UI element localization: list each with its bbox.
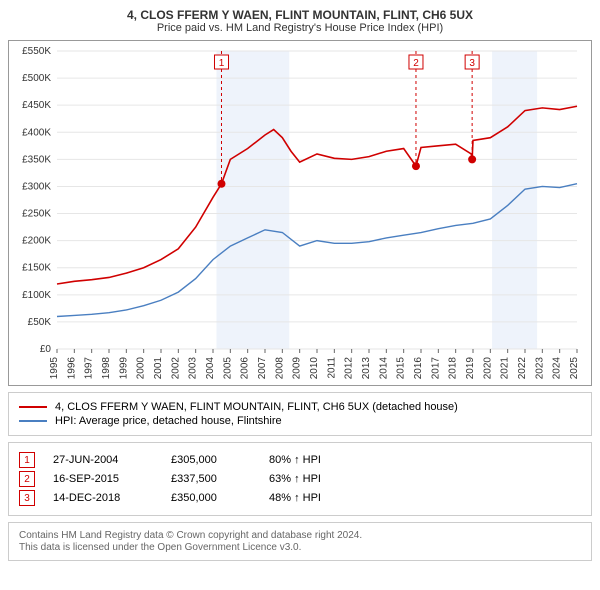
sale-marker: 3 — [19, 490, 35, 506]
svg-text:2024: 2024 — [552, 357, 563, 380]
legend: 4, CLOS FFERM Y WAEN, FLINT MOUNTAIN, FL… — [8, 392, 592, 436]
svg-text:2025: 2025 — [569, 357, 580, 380]
svg-text:2009: 2009 — [292, 357, 303, 380]
svg-text:£200K: £200K — [22, 236, 51, 247]
legend-swatch — [19, 406, 47, 408]
sale-pct: 48% ↑ HPI — [269, 492, 349, 504]
legend-label: 4, CLOS FFERM Y WAEN, FLINT MOUNTAIN, FL… — [55, 401, 458, 413]
sale-row: 2 16-SEP-2015 £337,500 63% ↑ HPI — [19, 471, 581, 487]
svg-text:2005: 2005 — [222, 357, 233, 380]
svg-text:2: 2 — [413, 58, 419, 69]
svg-text:2007: 2007 — [257, 357, 268, 380]
svg-text:2012: 2012 — [344, 357, 355, 380]
svg-text:£100K: £100K — [22, 290, 51, 301]
svg-text:2015: 2015 — [396, 357, 407, 380]
svg-text:£250K: £250K — [22, 209, 51, 220]
svg-text:2021: 2021 — [500, 357, 511, 380]
svg-text:2002: 2002 — [170, 357, 181, 380]
svg-text:2018: 2018 — [448, 357, 459, 380]
svg-text:2006: 2006 — [240, 357, 251, 380]
legend-item: 4, CLOS FFERM Y WAEN, FLINT MOUNTAIN, FL… — [19, 401, 581, 413]
svg-text:£550K: £550K — [22, 46, 51, 57]
sale-date: 27-JUN-2004 — [53, 454, 153, 466]
legend-label: HPI: Average price, detached house, Flin… — [55, 415, 282, 427]
svg-text:3: 3 — [469, 58, 475, 69]
sale-row: 1 27-JUN-2004 £305,000 80% ↑ HPI — [19, 452, 581, 468]
svg-text:2016: 2016 — [413, 357, 424, 380]
line-chart: £0 £50K £100K £150K £200K £250K £300K £350K £400… — [9, 41, 593, 387]
svg-text:£0: £0 — [40, 344, 52, 355]
sale-marker: 1 — [19, 452, 35, 468]
svg-text:1996: 1996 — [66, 357, 77, 380]
svg-text:2013: 2013 — [361, 357, 372, 380]
chart-subtitle: Price paid vs. HM Land Registry's House … — [8, 22, 592, 34]
svg-text:2020: 2020 — [482, 357, 493, 380]
svg-text:2000: 2000 — [136, 357, 147, 380]
svg-text:2003: 2003 — [188, 357, 199, 380]
footnote: Contains HM Land Registry data © Crown c… — [8, 522, 592, 561]
chart-title: 4, CLOS FFERM Y WAEN, FLINT MOUNTAIN, FL… — [8, 8, 592, 22]
sale-price: £305,000 — [171, 454, 251, 466]
sale-row: 3 14-DEC-2018 £350,000 48% ↑ HPI — [19, 490, 581, 506]
legend-swatch — [19, 420, 47, 422]
svg-text:1999: 1999 — [118, 357, 129, 380]
svg-text:2004: 2004 — [205, 357, 216, 380]
footnote-line: This data is licensed under the Open Gov… — [19, 542, 581, 553]
svg-text:£450K: £450K — [22, 100, 51, 111]
sale-price: £337,500 — [171, 473, 251, 485]
svg-text:2001: 2001 — [153, 357, 164, 380]
svg-text:2019: 2019 — [465, 357, 476, 380]
legend-item: HPI: Average price, detached house, Flin… — [19, 415, 581, 427]
svg-text:1998: 1998 — [101, 357, 112, 380]
svg-text:1995: 1995 — [49, 357, 60, 380]
svg-text:2014: 2014 — [378, 357, 389, 380]
sale-pct: 63% ↑ HPI — [269, 473, 349, 485]
sale-pct: 80% ↑ HPI — [269, 454, 349, 466]
svg-text:£150K: £150K — [22, 263, 51, 274]
svg-text:2010: 2010 — [309, 357, 320, 380]
sale-date: 14-DEC-2018 — [53, 492, 153, 504]
svg-text:2017: 2017 — [430, 357, 441, 380]
sales-table: 1 27-JUN-2004 £305,000 80% ↑ HPI 2 16-SEP-201… — [8, 442, 592, 516]
svg-text:£400K: £400K — [22, 127, 51, 138]
svg-text:2023: 2023 — [534, 357, 545, 380]
svg-text:£50K: £50K — [28, 317, 52, 328]
svg-text:2022: 2022 — [517, 357, 528, 380]
sale-price: £350,000 — [171, 492, 251, 504]
sale-marker: 2 — [19, 471, 35, 487]
svg-text:2008: 2008 — [274, 357, 285, 380]
footnote-line: Contains HM Land Registry data © Crown c… — [19, 530, 581, 541]
svg-text:£350K: £350K — [22, 154, 51, 165]
svg-text:£500K: £500K — [22, 73, 51, 84]
sale-date: 16-SEP-2015 — [53, 473, 153, 485]
chart-area: £0 £50K £100K £150K £200K £250K £300K £350K £400… — [8, 40, 592, 386]
svg-text:1997: 1997 — [84, 357, 95, 380]
svg-text:£300K: £300K — [22, 181, 51, 192]
svg-text:2011: 2011 — [326, 357, 337, 379]
svg-text:1: 1 — [219, 58, 225, 69]
